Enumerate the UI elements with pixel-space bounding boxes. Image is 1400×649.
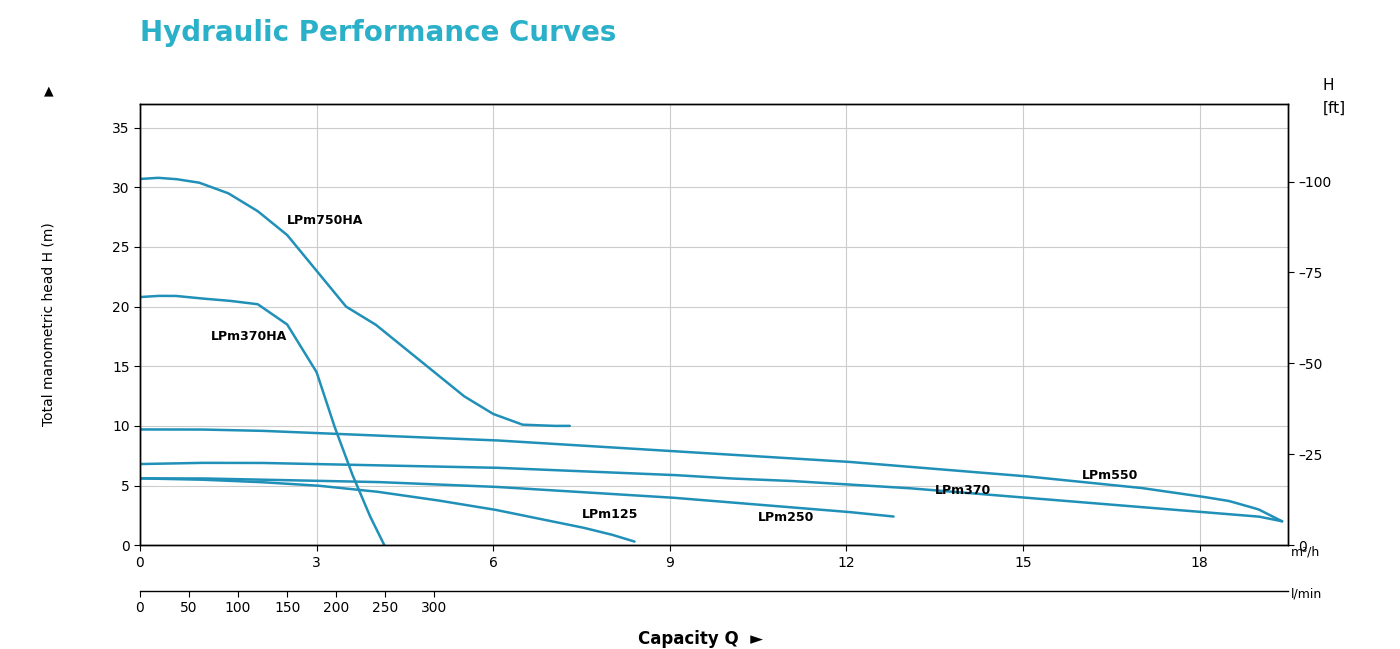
Text: ▲: ▲ (45, 84, 53, 97)
Text: LPm370: LPm370 (935, 484, 991, 496)
Text: H: H (1323, 78, 1334, 93)
Text: Capacity Q  ►: Capacity Q ► (637, 630, 763, 648)
Text: m³/h: m³/h (1291, 545, 1320, 558)
Text: Total manometric head H (m): Total manometric head H (m) (42, 223, 56, 426)
Text: LPm370HA: LPm370HA (210, 330, 287, 343)
Text: LPm750HA: LPm750HA (287, 214, 364, 227)
Text: LPm125: LPm125 (581, 508, 638, 520)
Text: l/min: l/min (1291, 587, 1322, 600)
Text: LPm250: LPm250 (759, 511, 815, 524)
Text: Hydraulic Performance Curves: Hydraulic Performance Curves (140, 19, 616, 47)
Text: LPm550: LPm550 (1082, 469, 1138, 482)
Text: [ft]: [ft] (1323, 101, 1347, 116)
